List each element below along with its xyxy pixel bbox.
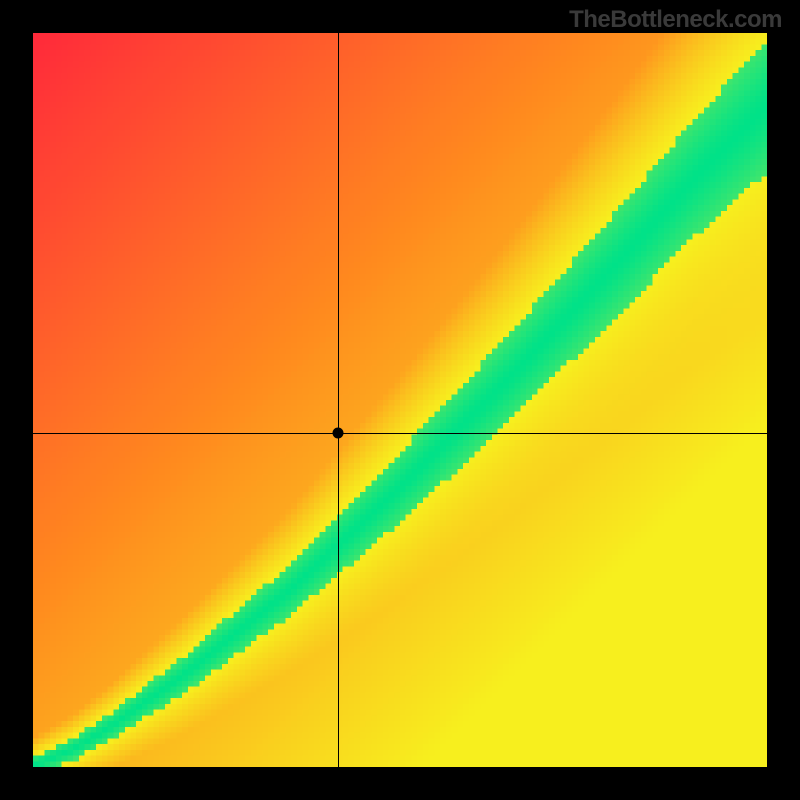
crosshair-horizontal (33, 433, 767, 434)
selection-marker (332, 428, 343, 439)
heatmap-canvas (33, 33, 767, 767)
crosshair-vertical (338, 33, 339, 767)
heatmap-plot (33, 33, 767, 767)
watermark-text: TheBottleneck.com (569, 6, 782, 34)
